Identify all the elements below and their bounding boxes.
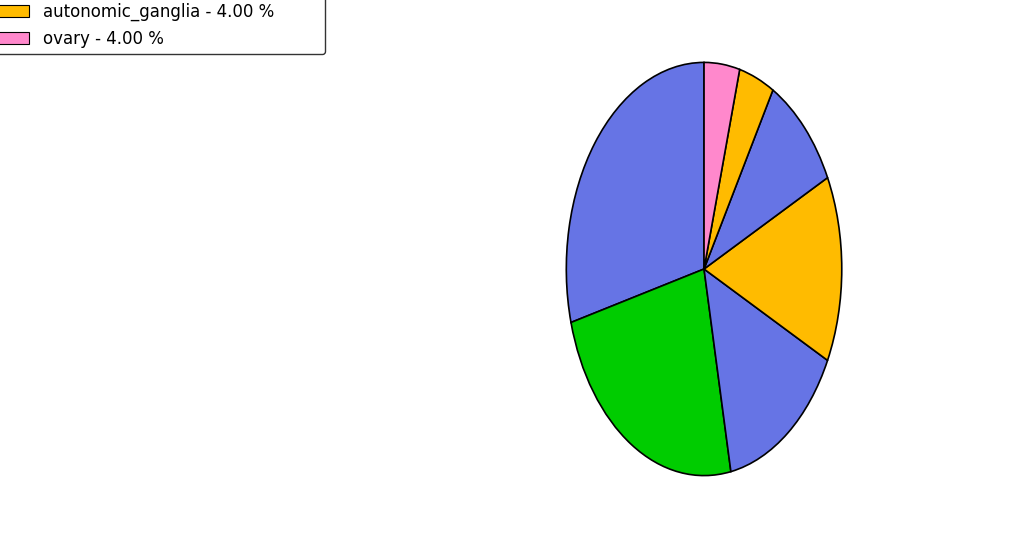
Wedge shape — [704, 69, 773, 269]
Wedge shape — [566, 62, 704, 322]
Wedge shape — [704, 178, 842, 360]
Wedge shape — [704, 90, 828, 269]
Legend: large_intestine - 28.00 %, endometrium - 23.00 %, breast - 14.00 %, lung - 14.00: large_intestine - 28.00 %, endometrium -… — [0, 0, 325, 54]
Wedge shape — [571, 269, 731, 476]
Wedge shape — [704, 62, 739, 269]
Wedge shape — [704, 269, 828, 472]
